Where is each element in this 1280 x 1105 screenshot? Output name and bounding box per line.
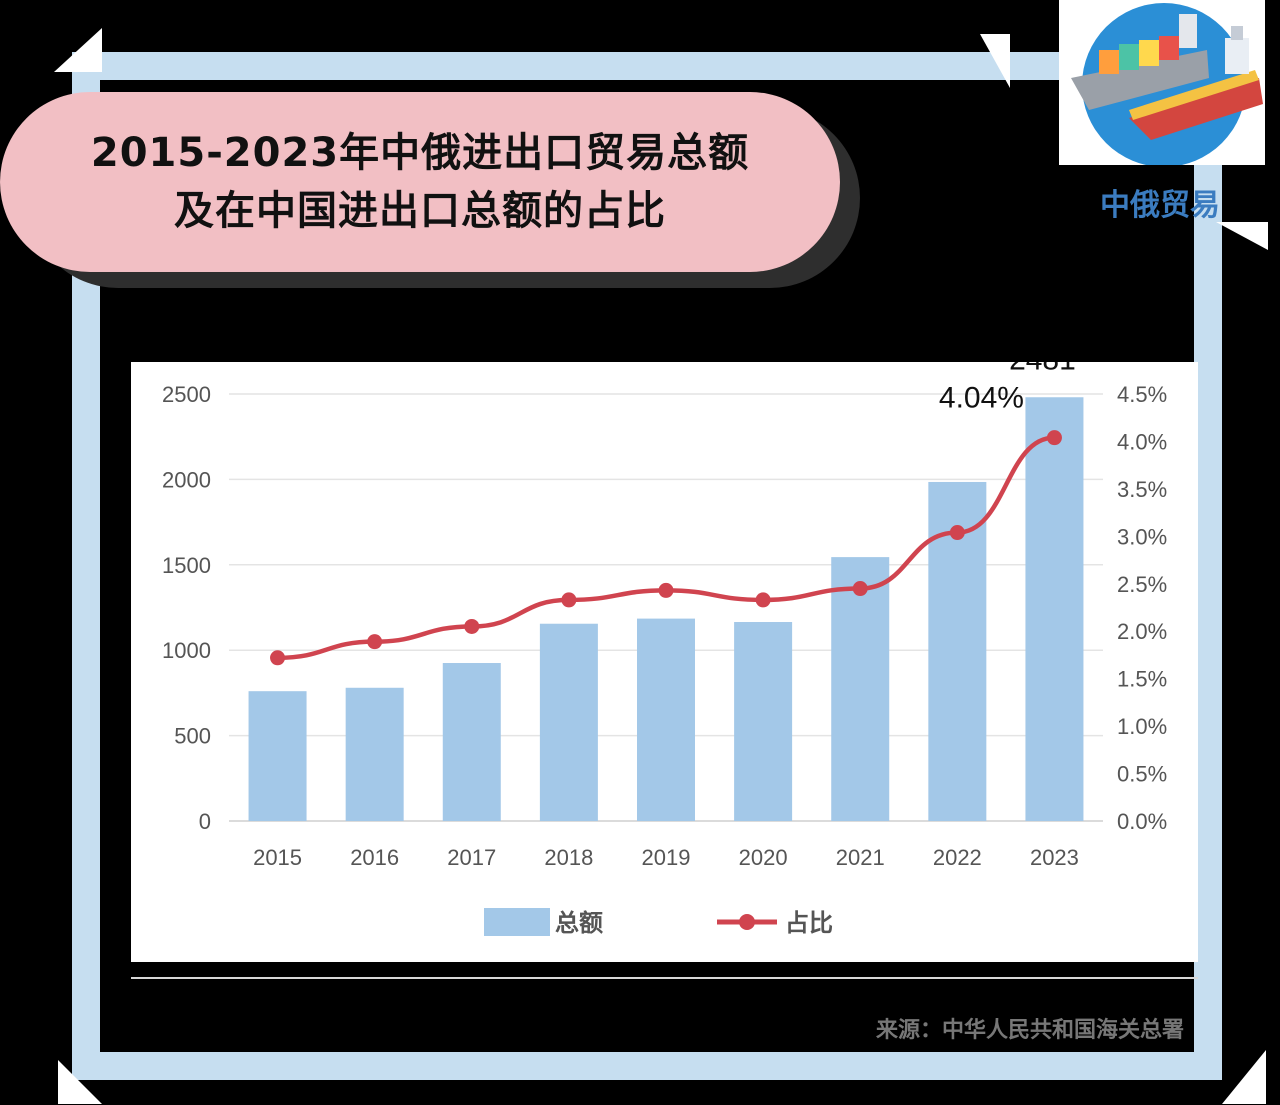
x-tick-label: 2018 [544, 845, 593, 870]
y-right-tick-label: 1.5% [1117, 667, 1167, 692]
line-point-2015 [270, 650, 286, 666]
y-left-tick-label: 1000 [162, 638, 211, 663]
logo-image [1059, 0, 1265, 167]
x-tick-label: 2023 [1030, 845, 1079, 870]
combo-chart: 0 500 1000 1500 2000 2500 0.0% 0.5% 1.0% 1.5% 2.0%… [162, 362, 1167, 937]
bar-2017 [442, 663, 501, 821]
x-tick-label: 2017 [447, 845, 496, 870]
y-right-tick-label: 4.0% [1117, 429, 1167, 454]
frame-corner-bottom-right [1222, 1050, 1266, 1104]
line-point-2022 [949, 525, 965, 541]
x-tick-label: 2016 [350, 845, 399, 870]
x-tick-label: 2019 [642, 845, 691, 870]
logo-label: 中俄贸易 [1100, 188, 1220, 223]
line-point-2023 [1046, 430, 1062, 446]
page-title-line-2: 及在中国进出口总额的占比 [174, 188, 666, 234]
divider-line [131, 977, 1198, 979]
bar-2018 [539, 623, 598, 821]
y-right-tick-label: 2.5% [1117, 572, 1167, 597]
x-tick-label: 2022 [933, 845, 982, 870]
frame-corner-right [1216, 222, 1268, 250]
legend-swatch-bars [484, 908, 550, 936]
y-right-tick-label: 3.0% [1117, 524, 1167, 549]
x-tick-label: 2015 [253, 845, 302, 870]
y-right-tick-label: 0.0% [1117, 809, 1167, 834]
bar-2020 [734, 622, 793, 821]
cargo-ships-icon [1071, 3, 1263, 167]
frame-corner-top-left [54, 28, 102, 72]
legend-label-bars: 总额 [555, 909, 603, 937]
source-note: 来源：中华人民共和国海关总署 [875, 1018, 1184, 1043]
bar-2019 [637, 618, 695, 821]
line-point-2018 [561, 592, 577, 608]
line-point-2016 [367, 634, 383, 650]
line-point-2021 [852, 581, 868, 597]
x-tick-label: 2021 [836, 845, 885, 870]
page-title-line-1: 2015-2023年中俄进出口贸易总额 [90, 130, 750, 176]
line-point-2019 [658, 582, 674, 598]
bar-2016 [345, 687, 404, 821]
data-label: 2481 [1009, 362, 1076, 376]
line-series-share [277, 435, 1055, 661]
y-left-tick-label: 500 [174, 724, 211, 749]
data-label: 4.04% [939, 382, 1024, 415]
y-left-tick-label: 2500 [162, 382, 211, 407]
frame-corner-top-right [980, 34, 1010, 88]
bar-2021 [831, 557, 890, 821]
line-point-2020 [755, 592, 771, 608]
bar-2023 [1025, 397, 1084, 821]
y-right-tick-label: 0.5% [1117, 762, 1167, 787]
frame-corner-bottom-left [58, 1060, 102, 1104]
y-right-tick-label: 1.0% [1117, 714, 1167, 739]
y-left-tick-label: 0 [199, 809, 211, 834]
title-banner: 2015-2023年中俄进出口贸易总额 及在中国进出口总额的占比 [0, 92, 840, 272]
bar-2015 [248, 691, 307, 821]
y-left-tick-label: 1500 [162, 553, 211, 578]
legend-marker-line [739, 914, 755, 930]
y-right-tick-label: 4.5% [1117, 382, 1167, 407]
y-right-tick-label: 2.0% [1117, 619, 1167, 644]
legend-label-line: 占比 [785, 910, 833, 937]
x-tick-label: 2020 [739, 845, 788, 870]
y-left-tick-label: 2000 [162, 467, 211, 492]
y-right-tick-label: 3.5% [1117, 477, 1167, 502]
line-point-2017 [464, 618, 480, 634]
chart-panel: 0 500 1000 1500 2000 2500 0.0% 0.5% 1.0% 1.5% 2.0%… [131, 362, 1198, 962]
